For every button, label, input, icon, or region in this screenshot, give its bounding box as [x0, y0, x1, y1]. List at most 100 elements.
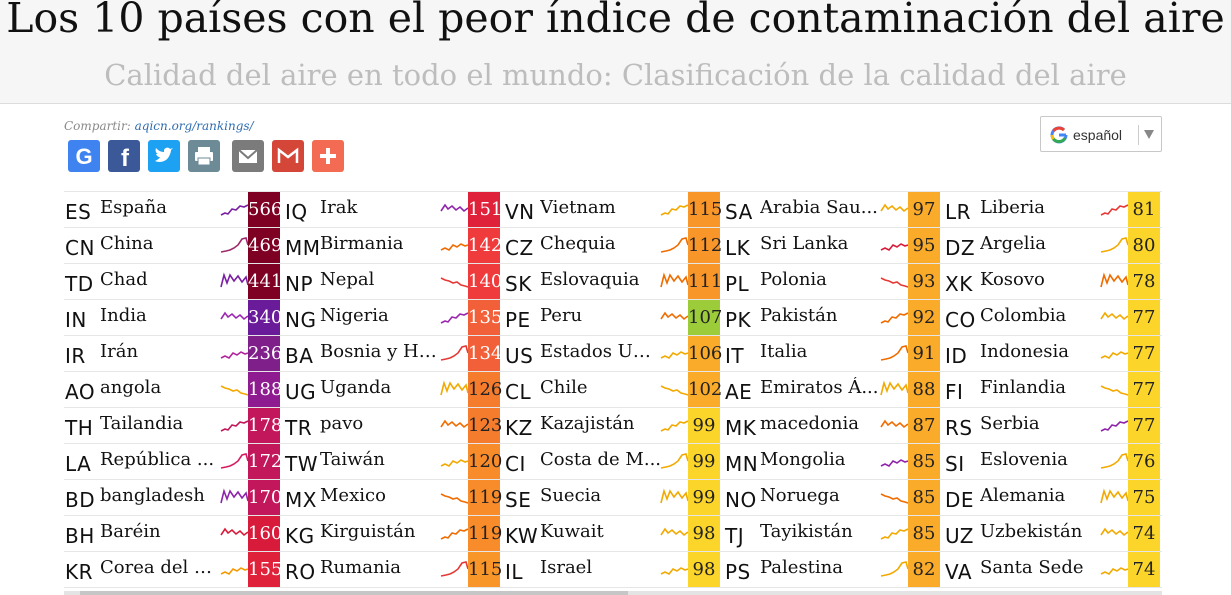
country-name[interactable]: Argelia [980, 233, 1047, 254]
country-name[interactable]: macedonia [760, 413, 859, 434]
country-name[interactable]: Kazajistán [540, 413, 635, 434]
country-name[interactable]: Nepal [320, 269, 375, 290]
country-entry[interactable]: IQ Irak 151 [284, 192, 504, 227]
country-entry[interactable]: PK Pakistán 92 [724, 300, 944, 335]
country-name[interactable]: angola [100, 377, 162, 398]
country-name[interactable]: Indonesia [980, 341, 1070, 362]
country-name[interactable]: República ... [100, 449, 215, 470]
country-name[interactable]: Nigeria [320, 305, 389, 326]
country-name[interactable]: Emiratos Á... [760, 377, 879, 398]
country-name[interactable]: Mongolia [760, 449, 846, 470]
country-name[interactable]: Chile [540, 377, 588, 398]
facebook-icon[interactable]: f [108, 140, 140, 172]
country-entry[interactable]: IN India 340 [64, 300, 284, 335]
email-icon[interactable] [232, 140, 264, 172]
country-entry[interactable]: NO Noruega 85 [724, 480, 944, 515]
country-name[interactable]: Sri Lanka [760, 233, 849, 254]
country-name[interactable]: Palestina [760, 557, 843, 578]
country-name[interactable]: Noruega [760, 485, 840, 506]
country-entry[interactable]: SE Suecia 99 [504, 480, 724, 515]
country-entry[interactable]: NP Nepal 140 [284, 264, 504, 299]
country-entry[interactable]: BH Baréin 160 [64, 516, 284, 551]
country-entry[interactable]: KW Kuwait 98 [504, 516, 724, 551]
country-entry[interactable]: CL Chile 102 [504, 372, 724, 407]
country-name[interactable]: Irán [100, 341, 139, 362]
country-entry[interactable]: KZ Kazajistán 99 [504, 408, 724, 443]
country-name[interactable]: Irak [320, 197, 358, 218]
country-name[interactable]: Kirguistán [320, 521, 416, 542]
country-name[interactable]: Polonia [760, 269, 827, 290]
country-entry[interactable]: AO angola 188 [64, 372, 284, 407]
country-entry[interactable]: BD bangladesh 170 [64, 480, 284, 515]
country-name[interactable]: Pakistán [760, 305, 838, 326]
gmail-icon[interactable] [272, 140, 304, 172]
country-name[interactable]: Uzbekistán [980, 521, 1083, 542]
country-entry[interactable]: PL Polonia 93 [724, 264, 944, 299]
country-name[interactable]: Suecia [540, 485, 602, 506]
country-entry[interactable]: CZ Chequia 112 [504, 228, 724, 263]
country-entry[interactable]: VA Santa Sede 74 [944, 552, 1164, 587]
country-entry[interactable]: UG Uganda 126 [284, 372, 504, 407]
country-entry[interactable]: IR Irán 236 [64, 336, 284, 371]
country-entry[interactable]: IL Israel 98 [504, 552, 724, 587]
country-entry[interactable]: KR Corea del Sur 155 [64, 552, 284, 587]
country-entry[interactable]: VN Vietnam 115 [504, 192, 724, 227]
twitter-icon[interactable] [148, 140, 180, 172]
country-entry[interactable]: IT Italia 91 [724, 336, 944, 371]
country-name[interactable]: pavo [320, 413, 364, 434]
country-entry[interactable]: US Estados Uni... 106 [504, 336, 724, 371]
scrollbar-thumb[interactable] [80, 591, 628, 595]
country-entry[interactable]: TJ Tayikistán 85 [724, 516, 944, 551]
country-name[interactable]: Colombia [980, 305, 1067, 326]
country-name[interactable]: Peru [540, 305, 583, 326]
share-link[interactable]: aqicn.org/rankings/ [134, 119, 254, 133]
country-entry[interactable]: CO Colombia 77 [944, 300, 1164, 335]
country-entry[interactable]: PE Peru 107 [504, 300, 724, 335]
country-name[interactable]: Rumania [320, 557, 402, 578]
country-name[interactable]: Eslovaquia [540, 269, 640, 290]
country-entry[interactable]: ES España 566 [64, 192, 284, 227]
country-name[interactable]: Liberia [980, 197, 1045, 218]
country-name[interactable]: China [100, 233, 154, 254]
country-name[interactable]: Taiwán [320, 449, 385, 470]
more-share-icon[interactable] [312, 140, 344, 172]
country-entry[interactable]: LR Liberia 81 [944, 192, 1164, 227]
country-name[interactable]: Mexico [320, 485, 386, 506]
country-entry[interactable]: CI Costa de M... 99 [504, 444, 724, 479]
country-entry[interactable]: MM Birmania 142 [284, 228, 504, 263]
country-entry[interactable]: NG Nigeria 135 [284, 300, 504, 335]
country-name[interactable]: Chequia [540, 233, 616, 254]
country-name[interactable]: Santa Sede [980, 557, 1084, 578]
country-entry[interactable]: RO Rumania 115 [284, 552, 504, 587]
country-entry[interactable]: LK Sri Lanka 95 [724, 228, 944, 263]
country-name[interactable]: Arabia Sau... [760, 197, 878, 218]
google-share-icon[interactable]: G [68, 140, 100, 172]
print-icon[interactable] [188, 140, 220, 172]
country-name[interactable]: Chad [100, 269, 148, 290]
country-name[interactable]: Kosovo [980, 269, 1045, 290]
country-name[interactable]: Alemania [980, 485, 1066, 506]
country-name[interactable]: Corea del Sur [100, 557, 222, 578]
country-entry[interactable]: XK Kosovo 78 [944, 264, 1164, 299]
country-entry[interactable]: UZ Uzbekistán 74 [944, 516, 1164, 551]
country-entry[interactable]: TW Taiwán 120 [284, 444, 504, 479]
country-entry[interactable]: DE Alemania 75 [944, 480, 1164, 515]
country-entry[interactable]: ID Indonesia 77 [944, 336, 1164, 371]
language-selector[interactable]: español [1040, 116, 1162, 152]
country-entry[interactable]: FI Finlandia 77 [944, 372, 1164, 407]
country-entry[interactable]: KG Kirguistán 119 [284, 516, 504, 551]
country-entry[interactable]: PS Palestina 82 [724, 552, 944, 587]
country-name[interactable]: Kuwait [540, 521, 604, 542]
country-name[interactable]: bangladesh [100, 485, 205, 506]
country-name[interactable]: Birmania [320, 233, 404, 254]
country-entry[interactable]: SA Arabia Sau... 97 [724, 192, 944, 227]
country-name[interactable]: India [100, 305, 147, 326]
country-entry[interactable]: AE Emiratos Á... 88 [724, 372, 944, 407]
horizontal-scrollbar[interactable] [64, 591, 1162, 595]
country-name[interactable]: Bosnia y He... [320, 341, 442, 362]
country-entry[interactable]: MK macedonia 87 [724, 408, 944, 443]
country-entry[interactable]: DZ Argelia 80 [944, 228, 1164, 263]
country-entry[interactable]: SI Eslovenia 76 [944, 444, 1164, 479]
country-entry[interactable]: SK Eslovaquia 111 [504, 264, 724, 299]
country-name[interactable]: Finlandia [980, 377, 1066, 398]
